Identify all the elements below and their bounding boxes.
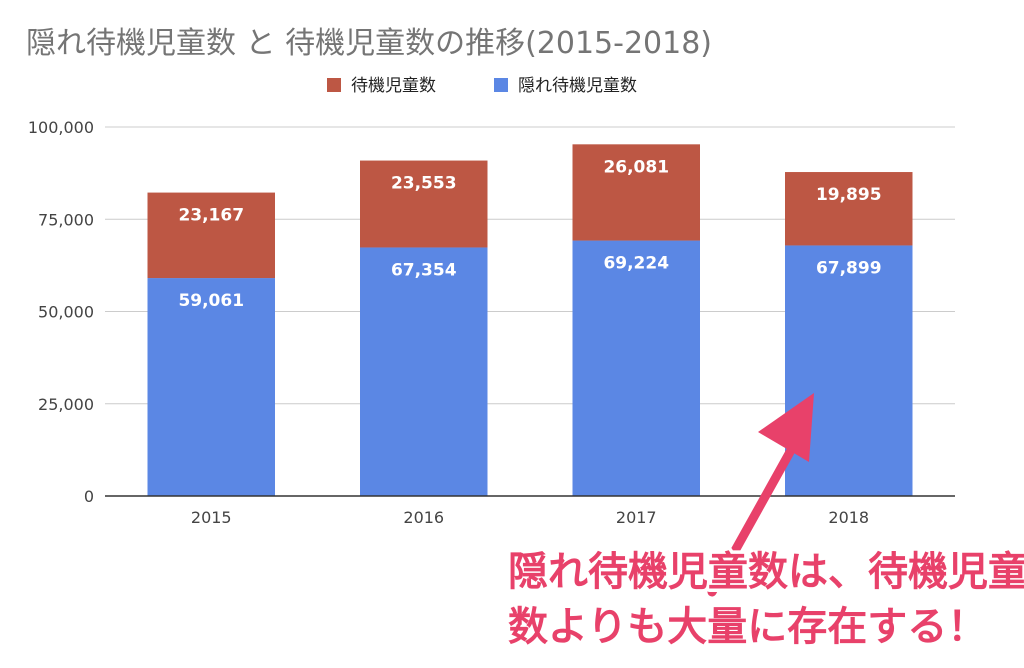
data-label-hidden-waiting: 69,224 (603, 254, 669, 274)
annotation-line-1: 隠れ待機児童数は、待機児童 (508, 549, 1024, 595)
data-label-waiting: 26,081 (603, 157, 669, 177)
annotation-line-2: 数よりも大量に存在する！ (508, 604, 987, 650)
y-tick-label: 50,000 (38, 303, 94, 322)
data-labels: 59,061 23,167 67,354 23,553 69,224 26,081 67,8… (178, 157, 881, 311)
bar-waiting (360, 160, 488, 248)
annotation: 隠れ待機児童数は、待機児童 数よりも大量に存在する！ (505, 393, 1024, 654)
legend-label: 隠れ待機児童数 (518, 76, 637, 96)
y-tick-label: 100,000 (28, 118, 94, 137)
bar-waiting (785, 172, 913, 246)
bar-waiting (147, 192, 275, 279)
x-tick-label: 2015 (191, 508, 232, 527)
y-axis: 0 25,000 50,000 75,000 100,000 (28, 118, 94, 506)
bar-hidden-waiting (360, 247, 488, 496)
y-tick-label: 75,000 (38, 210, 94, 229)
legend-swatch (327, 78, 341, 92)
bar-hidden-waiting (572, 240, 700, 496)
bar-waiting (572, 144, 700, 241)
x-tick-label: 2018 (828, 508, 869, 527)
annotation-arrow-shaft (707, 447, 795, 597)
legend-swatch (494, 78, 508, 92)
x-axis: 2015 2016 2017 2018 (105, 495, 955, 527)
data-label-waiting: 23,553 (391, 174, 457, 194)
data-label-waiting: 23,167 (178, 206, 244, 226)
data-label-hidden-waiting: 67,899 (816, 258, 882, 278)
data-label-waiting: 19,895 (816, 185, 882, 205)
y-tick-label: 25,000 (38, 395, 94, 414)
data-label-hidden-waiting: 59,061 (178, 291, 244, 311)
bar-hidden-waiting (147, 278, 275, 496)
annotation-arrow-head (758, 393, 814, 462)
data-label-hidden-waiting: 67,354 (391, 260, 457, 280)
legend-label: 待機児童数 (351, 76, 436, 96)
chart-title: 隠れ待機児童数 と 待機児童数の推移(2015-2018) (26, 26, 712, 61)
legend: 待機児童数 隠れ待機児童数 (327, 76, 637, 96)
x-tick-label: 2016 (403, 508, 444, 527)
x-tick-label: 2017 (616, 508, 657, 527)
y-tick-label: 0 (84, 487, 94, 506)
